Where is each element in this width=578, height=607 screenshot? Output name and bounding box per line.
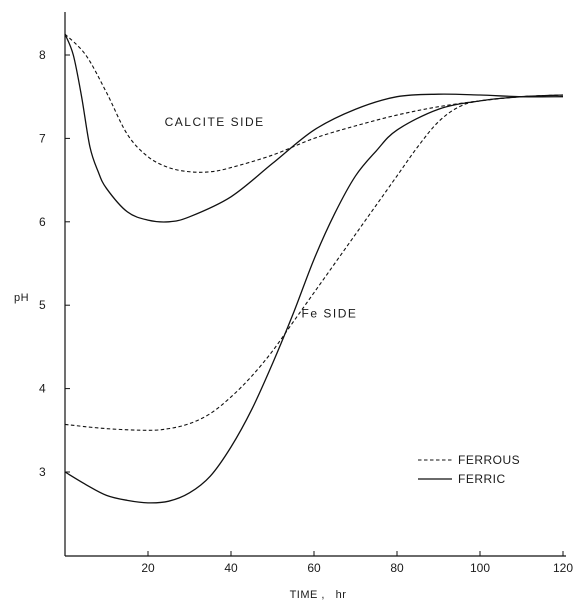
y-tick-label: 4 bbox=[39, 382, 46, 396]
series-line-fe-side-ferric bbox=[64, 94, 564, 504]
y-tick-label: 8 bbox=[39, 48, 46, 62]
series-line-calcite-side-ferrous bbox=[64, 33, 564, 173]
annotations: CALCITE SIDE Fe SIDE bbox=[165, 115, 358, 321]
ticks: 3 4 5 6 7 8 20 40 60 80 100 120 bbox=[39, 48, 573, 575]
y-tick-label: 7 bbox=[39, 131, 46, 145]
y-tick-label: 6 bbox=[39, 215, 46, 229]
x-tick-label: 80 bbox=[390, 561, 404, 575]
x-tick-label: 100 bbox=[470, 561, 490, 575]
series-line-fe-side-ferrous bbox=[64, 94, 564, 431]
x-axis-label: TIME , hr bbox=[290, 589, 347, 601]
legend-label-ferric: FERRIC bbox=[458, 472, 506, 486]
legend-label-ferrous: FERROUS bbox=[458, 453, 520, 467]
x-tick-label: 120 bbox=[553, 561, 573, 575]
y-axis-label: pH bbox=[14, 292, 29, 304]
y-tick-label: 5 bbox=[39, 298, 46, 312]
series-group bbox=[64, 33, 564, 504]
x-tick-label: 20 bbox=[141, 561, 155, 575]
annotation-calcite-side: CALCITE SIDE bbox=[165, 115, 265, 129]
series-line-calcite-side-ferric bbox=[64, 33, 564, 223]
annotation-fe-side: Fe SIDE bbox=[302, 307, 358, 321]
y-tick-label: 3 bbox=[39, 465, 46, 479]
legend: FERROUS FERRIC bbox=[418, 453, 520, 486]
x-tick-label: 40 bbox=[224, 561, 238, 575]
x-tick-label: 60 bbox=[307, 561, 321, 575]
